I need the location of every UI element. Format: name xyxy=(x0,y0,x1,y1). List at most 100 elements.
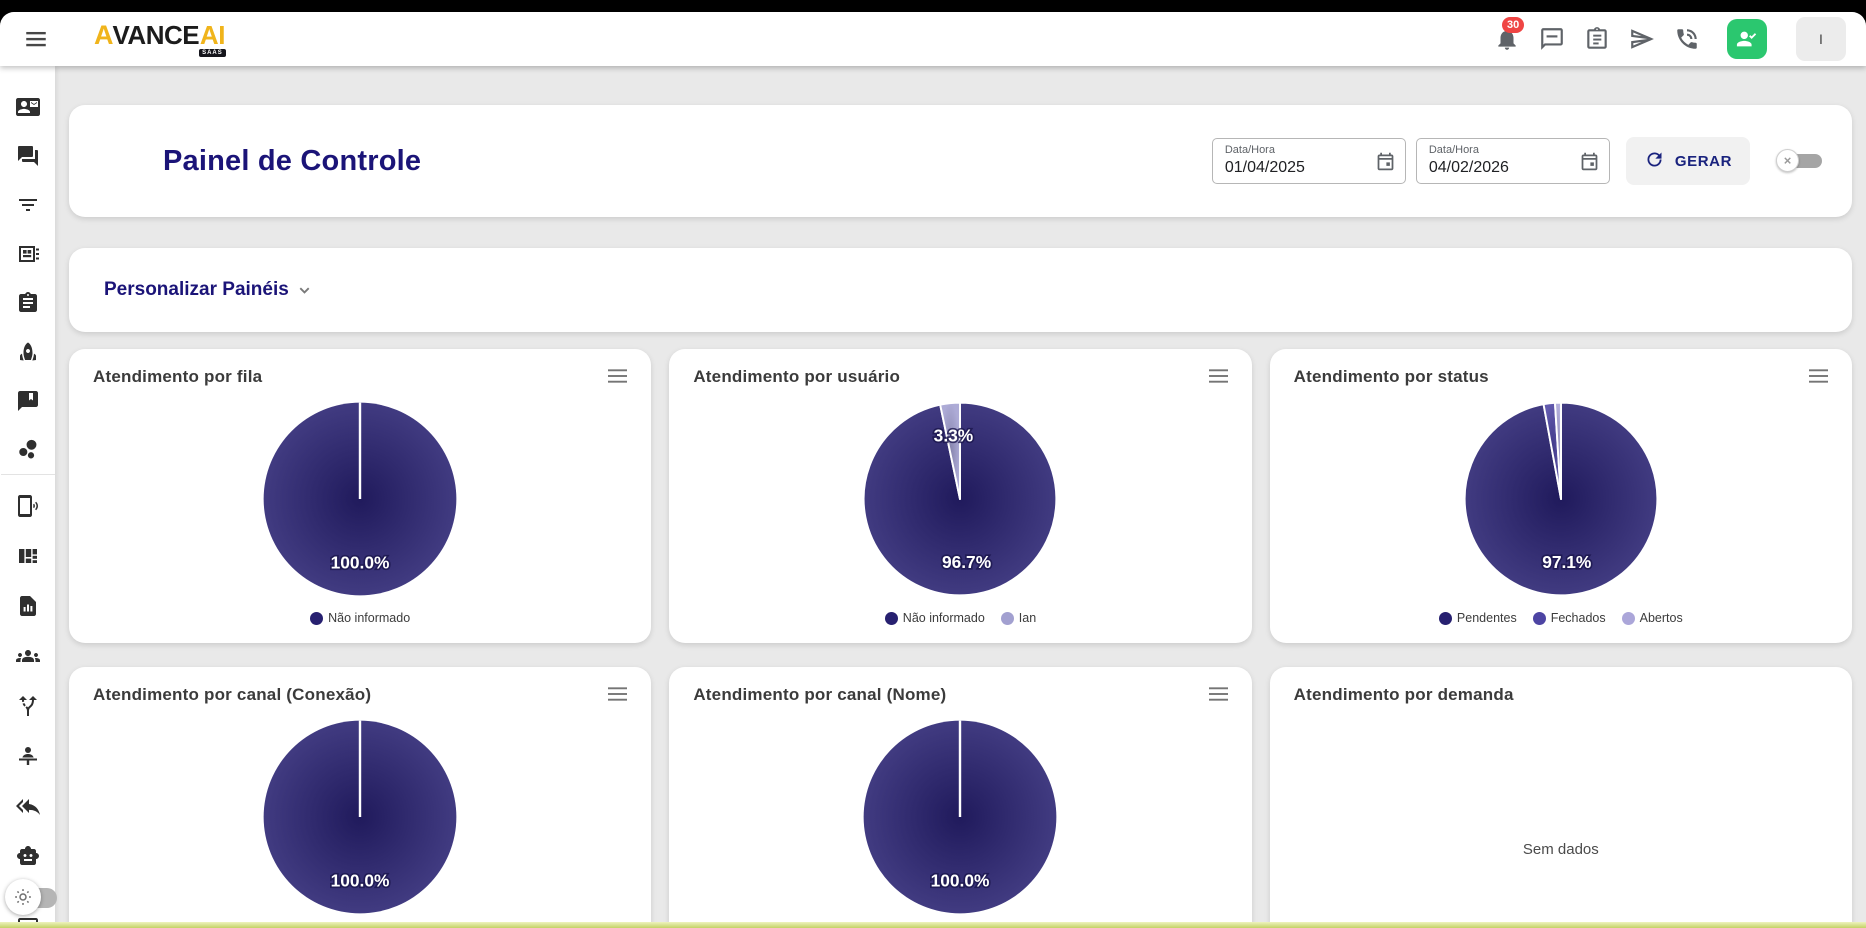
pie-chart: 100.0% xyxy=(93,711,627,923)
rocket-icon[interactable] xyxy=(16,340,40,364)
legend-dot xyxy=(884,611,898,625)
chats-icon[interactable] xyxy=(16,144,40,168)
sidebar-group-top xyxy=(15,95,40,462)
svg-text:100.0%: 100.0% xyxy=(331,870,390,890)
personalize-toggle[interactable]: Personalizar Painéis xyxy=(104,279,312,301)
card-menu-icon[interactable] xyxy=(608,367,628,389)
svg-text:100.0%: 100.0% xyxy=(331,552,390,572)
reply-all-icon[interactable] xyxy=(15,794,40,818)
report-file-icon[interactable] xyxy=(16,594,40,618)
date-from-field[interactable]: Data/Hora 01/04/2025 xyxy=(1211,138,1406,184)
theme-toggle[interactable] xyxy=(5,879,57,915)
mobile-broadcast-icon[interactable] xyxy=(16,494,40,518)
groups-icon[interactable] xyxy=(15,644,40,668)
comment-bookmark-icon[interactable] xyxy=(16,389,40,413)
card-atendimento-por-usuario: Atendimento por usuário 96.7% 3.3% Não in… xyxy=(669,349,1252,643)
chart-legend: Pendentes Fechados Abertos xyxy=(1294,611,1828,625)
brand-logo-ai: AI xyxy=(199,19,226,50)
card-atendimento-por-canal-conexao: Atendimento por canal (Conexão) 100.0% xyxy=(69,667,652,928)
date-from-value: 01/04/2025 xyxy=(1224,159,1305,176)
notifications-bell-icon[interactable]: 30 xyxy=(1492,17,1525,54)
card-title: Atendimento por demanda xyxy=(1293,685,1514,704)
date-from-label: Data/Hora xyxy=(1224,144,1275,156)
sidebar-divider xyxy=(0,474,55,475)
card-menu-icon[interactable] xyxy=(608,685,628,707)
chevron-down-icon xyxy=(299,286,310,294)
robot-icon[interactable] xyxy=(16,844,40,868)
contact-card-icon[interactable] xyxy=(15,95,40,119)
hamburger-menu-icon[interactable] xyxy=(22,25,50,53)
calendar-icon[interactable] xyxy=(1375,151,1396,177)
header-panel: Painel de Controle Data/Hora 01/04/2025 … xyxy=(69,105,1852,217)
pie-chart: 100.0% xyxy=(693,711,1227,923)
legend-item[interactable]: Abertos xyxy=(1621,611,1683,625)
no-data-message: Sem dados xyxy=(1522,840,1599,858)
card-atendimento-por-fila: Atendimento por fila 100.0% Não informad… xyxy=(69,349,652,643)
grid-panel-icon[interactable] xyxy=(16,242,40,266)
close-icon: × xyxy=(1776,149,1799,172)
legend-item[interactable]: Fechados xyxy=(1532,611,1606,625)
brand-badge: SAAS xyxy=(199,48,226,57)
page-title: Painel de Controle xyxy=(163,144,422,177)
filter-icon[interactable] xyxy=(16,193,40,217)
chart-legend: Não informado Ian xyxy=(693,611,1227,625)
send-icon[interactable] xyxy=(1627,24,1657,54)
card-title: Atendimento por fila xyxy=(93,367,263,386)
sun-icon xyxy=(5,879,41,915)
profile-button[interactable]: I xyxy=(1796,17,1846,61)
top-bar: A VANCE AI SAAS 30 I xyxy=(0,12,1866,66)
generate-button[interactable]: GERAR xyxy=(1625,137,1750,185)
chart-legend: Não informado xyxy=(93,611,627,625)
generate-button-label: GERAR xyxy=(1674,152,1732,170)
profile-initial: I xyxy=(1819,31,1823,47)
card-title: Atendimento por usuário xyxy=(693,367,901,386)
close-toggle-switch[interactable]: × xyxy=(1776,149,1824,173)
card-menu-icon[interactable] xyxy=(1808,367,1828,389)
board-columns-icon[interactable] xyxy=(16,544,40,568)
legend-item[interactable]: Pendentes xyxy=(1438,611,1517,625)
card-atendimento-por-status: Atendimento por status 97.1% Pendentes F… xyxy=(1269,349,1852,643)
left-sidebar xyxy=(0,66,57,928)
calendar-icon[interactable] xyxy=(1579,151,1600,177)
legend-dot xyxy=(1000,611,1014,625)
legend-item[interactable]: Não informado xyxy=(884,611,985,625)
person-check-button[interactable] xyxy=(1727,19,1767,59)
brand-logo[interactable]: A VANCE AI SAAS xyxy=(94,19,226,57)
pie-chart: 96.7% 3.3% xyxy=(693,393,1227,605)
main-content: Painel de Controle Data/Hora 01/04/2025 … xyxy=(55,66,1866,928)
legend-item[interactable]: Ian xyxy=(1000,611,1036,625)
tasks-clipboard-icon[interactable] xyxy=(16,291,40,315)
legend-dot xyxy=(310,611,324,625)
svg-text:3.3%: 3.3% xyxy=(934,426,974,446)
pie-chart: 97.1% xyxy=(1294,393,1828,605)
svg-text:100.0%: 100.0% xyxy=(931,870,990,890)
card-title: Atendimento por canal (Nome) xyxy=(693,685,947,704)
notification-count-badge: 30 xyxy=(1502,17,1525,34)
phone-in-talk-icon[interactable] xyxy=(1672,24,1702,54)
legend-dot xyxy=(1532,611,1546,625)
charts-grid: Atendimento por fila 100.0% Não informad… xyxy=(69,349,1852,928)
bottom-progress-bar xyxy=(0,922,1866,928)
support-agent-icon[interactable] xyxy=(16,744,40,768)
refresh-icon xyxy=(1644,149,1665,174)
svg-text:97.1%: 97.1% xyxy=(1542,552,1591,572)
legend-item[interactable]: Não informado xyxy=(310,611,410,625)
date-to-field[interactable]: Data/Hora 04/02/2026 xyxy=(1415,138,1610,184)
card-atendimento-por-demanda: Atendimento por demanda Sem dados xyxy=(1269,667,1852,928)
legend-dot xyxy=(1438,611,1452,625)
clipboard-list-icon[interactable] xyxy=(1582,24,1612,54)
chat-icon[interactable] xyxy=(1537,24,1567,54)
card-title: Atendimento por status xyxy=(1293,367,1489,386)
card-menu-icon[interactable] xyxy=(1208,367,1228,389)
split-arrows-icon[interactable] xyxy=(16,694,40,718)
topbar-actions: 30 I xyxy=(1492,17,1846,61)
card-menu-icon[interactable] xyxy=(1208,685,1228,707)
bubble-chart-icon[interactable] xyxy=(16,438,40,462)
date-to-label: Data/Hora xyxy=(1428,144,1479,156)
brand-logo-mid: VANCE xyxy=(112,19,200,50)
card-atendimento-por-canal-nome: Atendimento por canal (Nome) 100.0% xyxy=(669,667,1252,928)
card-title: Atendimento por canal (Conexão) xyxy=(93,685,372,704)
brand-logo-a: A xyxy=(94,19,113,50)
sidebar-group-bottom xyxy=(15,494,40,868)
personalize-panel: Personalizar Painéis xyxy=(69,248,1852,332)
